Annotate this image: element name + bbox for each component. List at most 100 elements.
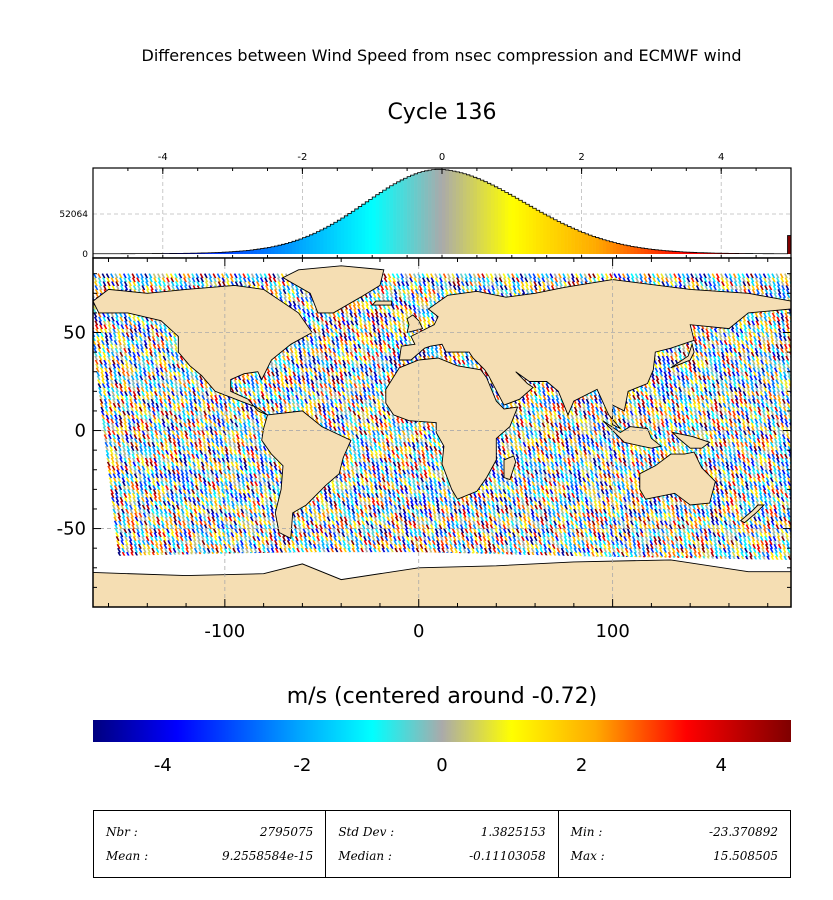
track-segment: [136, 532, 141, 538]
track-segment: [123, 461, 128, 467]
histogram-bar: [347, 213, 352, 254]
histogram-bar: [543, 214, 547, 254]
track-segment: [98, 316, 103, 322]
track-segment: [128, 355, 133, 361]
track-segment: [164, 410, 169, 416]
histogram-bar: [288, 242, 293, 254]
track-segment: [131, 449, 135, 456]
track-segment: [115, 465, 120, 471]
track-segment: [153, 277, 158, 283]
histogram-bar: [483, 181, 488, 254]
track-segment: [164, 375, 169, 381]
track-segment: [147, 520, 152, 526]
track-segment: [94, 320, 99, 326]
track-segment: [146, 332, 151, 338]
track-segment: [104, 438, 108, 444]
track-segment: [123, 277, 128, 283]
track-segment: [144, 418, 149, 424]
track-segment: [130, 339, 135, 346]
track-segment: [159, 543, 164, 550]
track-segment: [163, 438, 168, 444]
track-segment: [142, 508, 147, 514]
track-segment: [157, 273, 161, 279]
track-segment: [97, 379, 101, 385]
track-segment: [106, 418, 110, 424]
track-segment: [172, 363, 176, 369]
track-segment: [106, 312, 111, 318]
track-segment: [165, 383, 170, 389]
track-segment: [142, 512, 147, 518]
track-segment: [146, 508, 151, 514]
track-segment: [123, 312, 128, 318]
track-segment: [121, 402, 126, 408]
track-segment: [162, 430, 167, 436]
track-segment: [157, 387, 162, 393]
track-segment: [140, 528, 145, 534]
track-segment: [135, 339, 139, 346]
track-segment: [112, 434, 116, 440]
histogram-bar: [372, 197, 376, 254]
track-segment: [145, 281, 149, 287]
track-segment: [175, 500, 180, 507]
track-segment: [118, 520, 122, 526]
track-segment: [139, 481, 143, 487]
track-segment: [127, 457, 132, 463]
track-segment: [131, 524, 136, 530]
track-segment: [176, 473, 181, 479]
histogram-bar: [455, 171, 460, 254]
track-segment: [155, 473, 160, 479]
track-segment: [104, 367, 109, 373]
histogram-bar: [351, 211, 356, 254]
track-segment: [152, 449, 157, 456]
track-segment: [168, 441, 173, 448]
track-segment: [144, 273, 149, 279]
track-segment: [107, 430, 112, 436]
track-segment: [124, 536, 129, 542]
track-segment: [96, 371, 100, 377]
track-segment: [147, 516, 152, 522]
track-segment: [134, 477, 139, 483]
track-segment: [141, 285, 146, 291]
track-segment: [113, 410, 118, 416]
track-segment: [141, 394, 146, 401]
track-segment: [112, 367, 117, 373]
track-segment: [131, 414, 135, 420]
track-segment: [122, 339, 127, 346]
track-segment: [135, 449, 140, 456]
track-segment: [115, 532, 120, 538]
track-segment: [132, 457, 136, 463]
track-segment: [156, 414, 161, 420]
histogram-bar: [466, 174, 471, 254]
histogram-bar: [532, 208, 537, 254]
track-segment: [137, 328, 142, 334]
track-segment: [154, 469, 159, 475]
track-segment: [123, 457, 128, 463]
histogram-bar: [239, 251, 244, 254]
histogram-bar: [222, 252, 226, 254]
track-segment: [110, 422, 115, 428]
track-segment: [138, 441, 143, 448]
track-segment: [152, 488, 157, 495]
track-segment: [131, 379, 136, 385]
track-segment: [183, 528, 187, 534]
track-segment: [157, 457, 162, 463]
track-segment: [111, 394, 116, 401]
track-segment: [115, 281, 120, 287]
track-segment: [174, 457, 179, 463]
track-segment: [177, 449, 182, 456]
histogram-bar: [326, 226, 331, 254]
track-segment: [160, 406, 164, 412]
track-segment: [94, 285, 99, 291]
track-segment: [155, 512, 160, 518]
track-segment: [123, 387, 128, 393]
track-segment: [176, 508, 181, 514]
track-segment: [147, 477, 151, 483]
histogram-bar: [658, 250, 663, 254]
track-segment: [154, 500, 158, 507]
track-segment: [159, 438, 164, 444]
track-segment: [128, 316, 132, 322]
histogram-bar: [661, 250, 666, 254]
track-segment: [162, 500, 167, 507]
track-segment: [179, 536, 184, 542]
track-segment: [126, 410, 131, 416]
